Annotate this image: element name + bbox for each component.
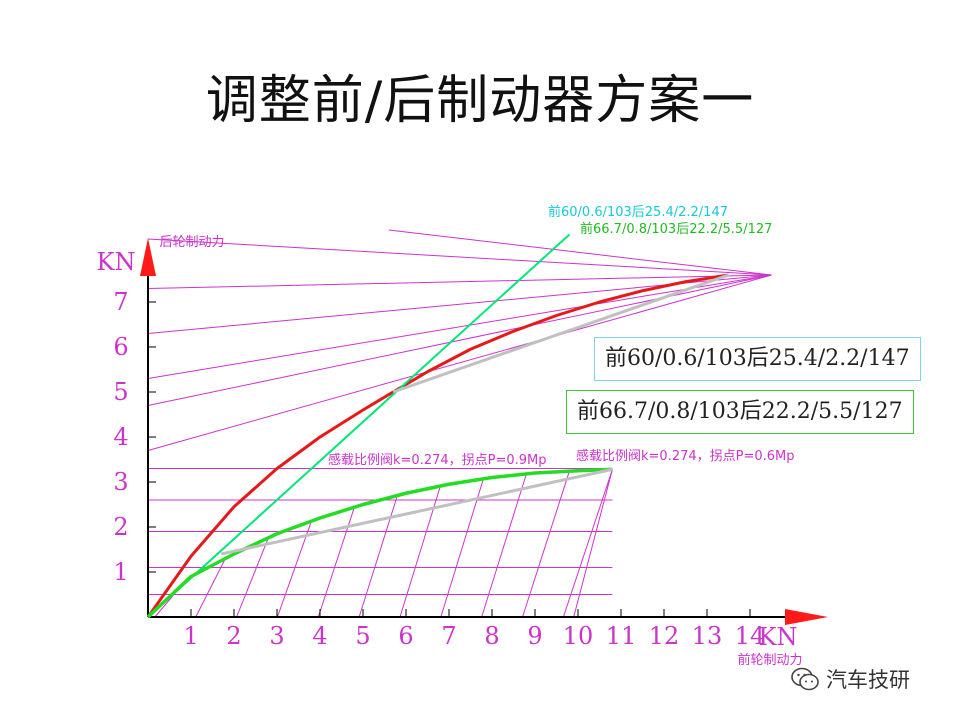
x-axis-label: 前轮制动力 [737, 652, 802, 668]
series-line-4 [392, 273, 729, 394]
y-tick-label: 1 [113, 558, 128, 586]
construction-mesh-lower [148, 468, 613, 618]
x-tick-label: 4 [312, 622, 327, 650]
x-tick-label: 2 [226, 622, 241, 650]
x-unit-label: KN [759, 623, 798, 651]
series-line-1 [146, 273, 729, 618]
mesh-line [481, 473, 527, 618]
mesh-line [562, 469, 613, 618]
x-tick-label: 14 [735, 622, 766, 650]
y-tick-label: 6 [113, 333, 128, 361]
x-tick-label: 9 [527, 622, 542, 650]
construction-line [147, 274, 772, 379]
y-tick-label: 3 [113, 468, 128, 496]
construction-line [388, 229, 772, 276]
series-line-5 [220, 467, 613, 556]
y-axis-arrow [140, 238, 156, 276]
mesh-line [573, 469, 613, 618]
construction-line [147, 274, 772, 451]
annotation-2: 前66.7/0.8/103后22.2/5.5/127 [580, 221, 772, 237]
y-tick-label: 5 [113, 378, 128, 406]
x-tick-label: 12 [649, 622, 680, 650]
x-tick-label: 3 [269, 622, 284, 650]
annotation-1: 前60/0.6/103后25.4/2.2/147 [548, 204, 728, 220]
watermark: 汽车技研 [790, 664, 910, 694]
mesh-line [440, 478, 484, 618]
series-line-3 [146, 467, 613, 619]
y-tick-label: 4 [113, 423, 128, 451]
x-tick-label: 7 [441, 622, 456, 650]
mesh-line [522, 471, 570, 618]
x-axis-arrow [785, 609, 828, 625]
slide-title: 调整前/后制动器方案一 [205, 71, 755, 131]
y-axis-label: 后轮制动力 [159, 235, 224, 250]
construction-line [147, 274, 772, 289]
x-tick-label: 5 [355, 622, 370, 650]
construction-line [147, 238, 772, 276]
legend-box-1: 前60/0.6/103后25.4/2.2/147 [594, 337, 921, 381]
wechat-icon [791, 667, 819, 691]
mesh-line [399, 485, 441, 618]
series-line-2 [147, 233, 571, 618]
annotation-4: 感载比例阀k=0.274，拐点P=0.6Mp [576, 448, 795, 464]
x-tick-label: 1 [183, 622, 198, 650]
construction-lines-upper [147, 229, 772, 451]
annotation-3: 感载比例阀k=0.274，拐点P=0.9Mp [328, 452, 547, 468]
mesh-line [317, 507, 355, 618]
x-tick-label: 6 [398, 622, 413, 650]
x-tick-label: 8 [484, 622, 499, 650]
mesh-line [195, 558, 226, 618]
x-tick-label: 11 [606, 622, 637, 650]
legend-box-2: 前66.7/0.8/103后22.2/5.5/127 [566, 390, 914, 434]
x-tick-label: 13 [692, 622, 723, 650]
x-tick-label: 10 [563, 622, 594, 650]
y-unit-label: KN [97, 248, 136, 276]
mesh-line [236, 537, 269, 618]
watermark-text: 汽车技研 [826, 668, 910, 692]
mesh-line [358, 495, 398, 618]
y-tick-label: 2 [113, 513, 128, 541]
y-tick-label: 7 [113, 288, 128, 316]
